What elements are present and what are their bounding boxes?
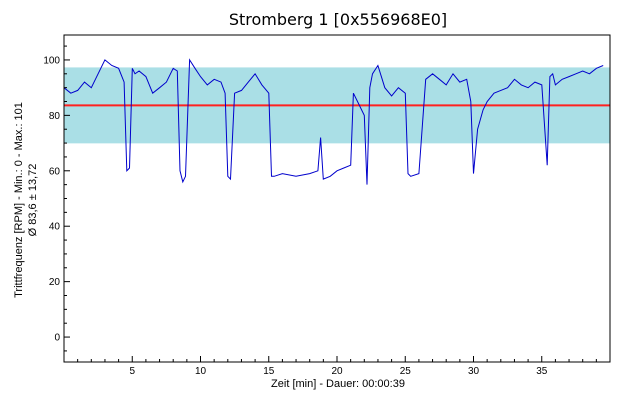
x-axis-label: Zeit [min] - Dauer: 00:00:39: [271, 378, 405, 390]
y-tick-label: 100: [43, 55, 60, 66]
series-line: [63, 58, 604, 185]
x-tick-label: 15: [263, 366, 275, 377]
chart-title: Stromberg 1 [0x556968E0]: [229, 10, 447, 29]
x-tick-label: 35: [536, 366, 548, 377]
y-axis-label: Trittfrequenz [RPM] - Min.: 0 - Max.: 10…: [13, 102, 25, 298]
y-axis: 0 20 40 60 80 100: [43, 45, 70, 352]
x-tick-label: 20: [331, 366, 343, 377]
y-tick-label: 40: [49, 222, 61, 233]
x-tick-label: 25: [400, 366, 412, 377]
y-tick-label: 0: [54, 333, 60, 344]
y-axis-stats: Ø 83,6 ± 13,72: [27, 164, 39, 237]
y-tick-label: 20: [49, 277, 61, 288]
y-axis-label-group: Trittfrequenz [RPM] - Min.: 0 - Max.: 10…: [13, 102, 39, 298]
x-tick-label: 30: [468, 366, 480, 377]
y-tick-label: 80: [49, 111, 61, 122]
y-tick-label: 60: [49, 166, 61, 177]
x-axis: 5 10 15 20 25 30 35: [77, 356, 597, 377]
plot-area: [63, 34, 611, 363]
x-tick-label: 5: [129, 366, 135, 377]
x-tick-label: 10: [195, 366, 207, 377]
